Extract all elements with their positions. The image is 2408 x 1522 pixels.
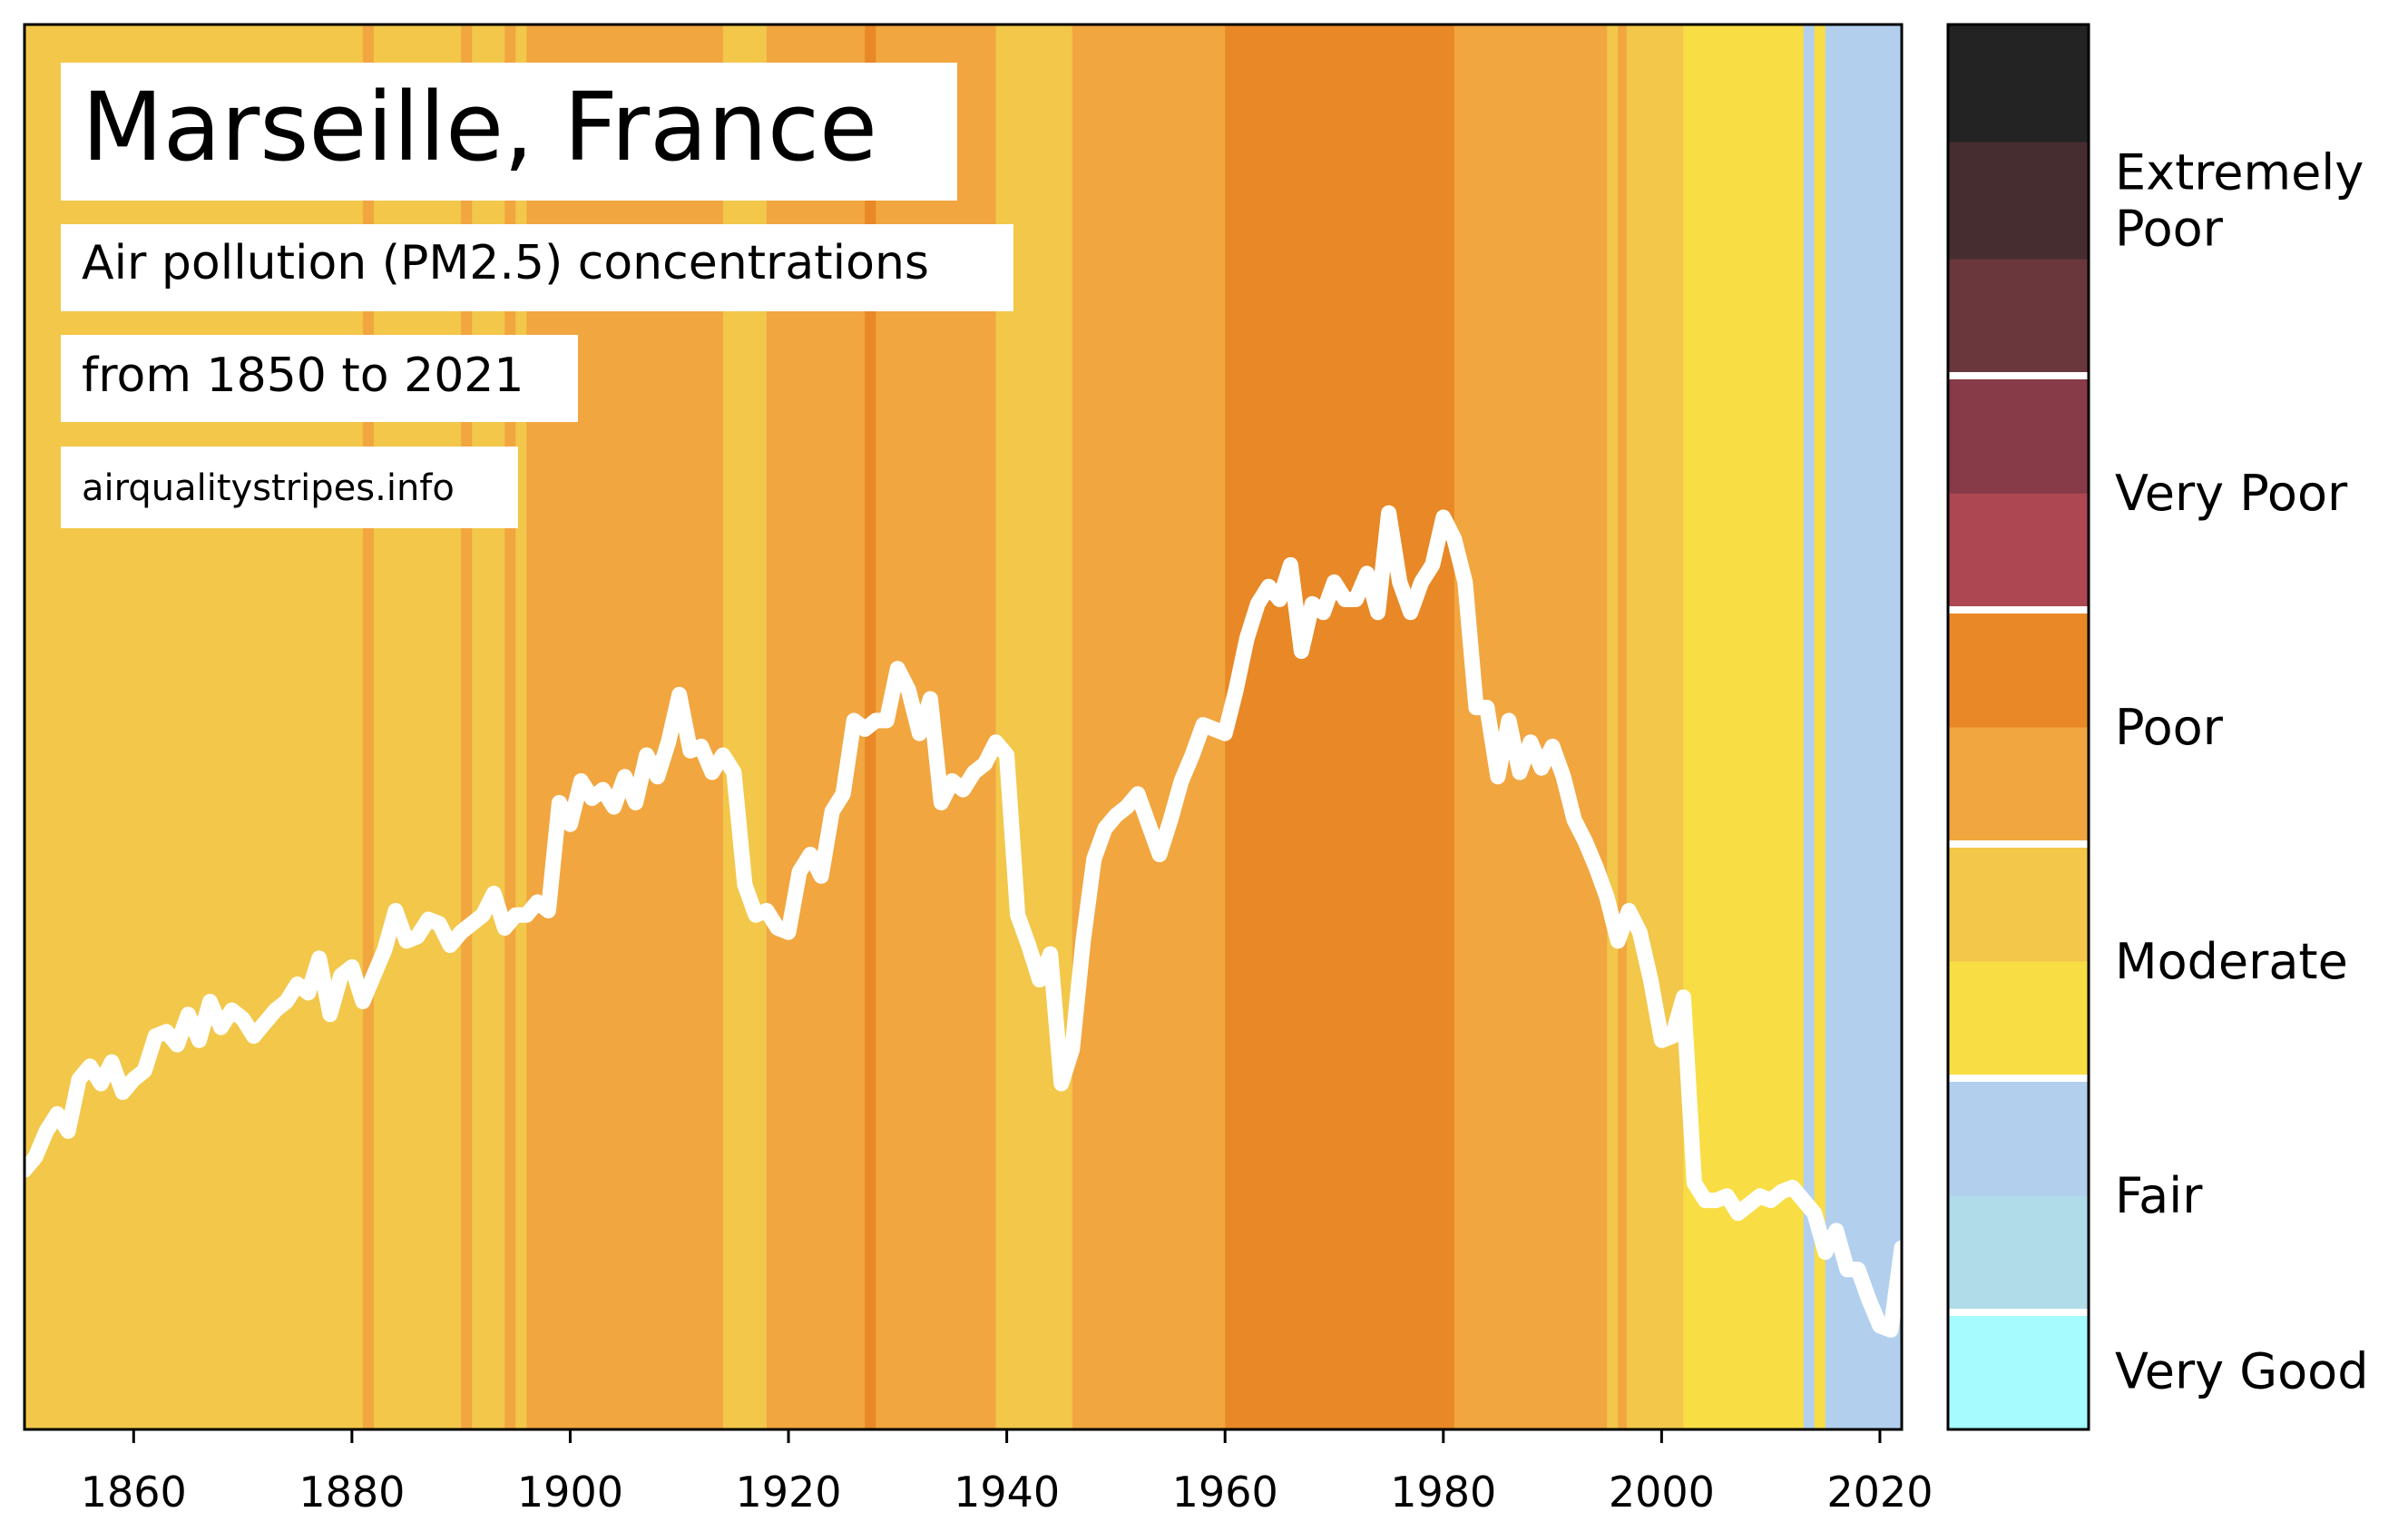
colorbar-segment-11 xyxy=(1948,25,2089,142)
stripe-14 xyxy=(1225,25,1455,1429)
x-tick-label-1880: 1880 xyxy=(299,1468,405,1517)
stripe-18 xyxy=(1626,25,1685,1429)
colorbar-label-extremely-poor: Extremely Poor xyxy=(2115,144,2364,258)
x-tick-label-1900: 1900 xyxy=(517,1468,623,1517)
stripe-22 xyxy=(1825,25,1903,1429)
colorbar-segment-2 xyxy=(1948,1078,2089,1196)
x-tick-label-2020: 2020 xyxy=(1826,1468,1933,1517)
subtitle-box-bg xyxy=(61,224,1013,311)
colorbar-segment-4 xyxy=(1948,844,2089,962)
title-box: Marseille, France xyxy=(61,63,957,201)
colorbar-boundaries xyxy=(1948,372,2089,1316)
colorbar-frame xyxy=(1946,23,2090,1431)
chart-subtitle-line-2: from 1850 to 2021 xyxy=(82,349,524,403)
colorbar-segment-8 xyxy=(1948,376,2089,494)
x-tick-label-1940: 1940 xyxy=(954,1468,1060,1517)
source-label: airqualitystripes.info xyxy=(82,467,455,509)
chart-subtitle-line-1: Air pollution (PM2.5) concentrations xyxy=(82,236,929,290)
colorbar-label-moderate: Moderate xyxy=(2115,933,2348,990)
title-box-bg xyxy=(61,63,957,201)
colorbar-segment-9 xyxy=(1948,259,2089,377)
x-tick-label-1920: 1920 xyxy=(735,1468,841,1517)
x-tick-label-1960: 1960 xyxy=(1172,1468,1278,1517)
colorbar-segments xyxy=(1948,25,2089,1430)
colorbar-segment-10 xyxy=(1948,142,2089,260)
colorbar-segment-3 xyxy=(1948,961,2089,1079)
colorbar-segment-0 xyxy=(1948,1312,2089,1430)
colorbar-segment-5 xyxy=(1948,727,2089,845)
stripe-19 xyxy=(1683,25,1805,1429)
colorbar-label-fair: Fair xyxy=(2115,1167,2203,1224)
x-tick-label-2000: 2000 xyxy=(1609,1468,1715,1517)
source-box: airqualitystripes.info xyxy=(61,447,518,528)
x-tick-label-1860: 1860 xyxy=(81,1468,187,1517)
colorbar: Very Good Fair Moderate Poor Very Poor Extrem… xyxy=(1946,23,2369,1431)
pm25-concentration-line xyxy=(16,505,1910,1338)
subtitle-box: from 1850 to 2021 xyxy=(61,335,578,422)
colorbar-labels: Very Good Fair Moderate Poor Very Poor Extrem… xyxy=(2115,144,2369,1400)
source-box-bg xyxy=(61,447,518,528)
colorbar-segment-7 xyxy=(1948,493,2089,611)
stripe-15 xyxy=(1454,25,1608,1429)
x-tick-label-1980: 1980 xyxy=(1390,1468,1496,1517)
x-axis: 1860 1880 1900 1920 1940 1960 1980 2000 2020 xyxy=(81,1429,1933,1517)
subtitle-box: Air pollution (PM2.5) concentrations xyxy=(61,224,1013,311)
colorbar-segment-1 xyxy=(1948,1195,2089,1313)
colorbar-label-very-poor: Very Poor xyxy=(2115,465,2348,522)
subtitle-box-bg xyxy=(61,335,578,422)
stripe-16 xyxy=(1607,25,1619,1429)
stripe-21 xyxy=(1814,25,1826,1429)
stripe-17 xyxy=(1618,25,1628,1429)
colorbar-label-very-good: Very Good xyxy=(2115,1343,2369,1400)
colorbar-label-poor: Poor xyxy=(2115,699,2224,756)
stripe-20 xyxy=(1803,25,1816,1429)
colorbar-segment-6 xyxy=(1948,610,2089,728)
chart-title: Marseille, France xyxy=(82,72,877,182)
plot-frame xyxy=(23,23,1904,1431)
